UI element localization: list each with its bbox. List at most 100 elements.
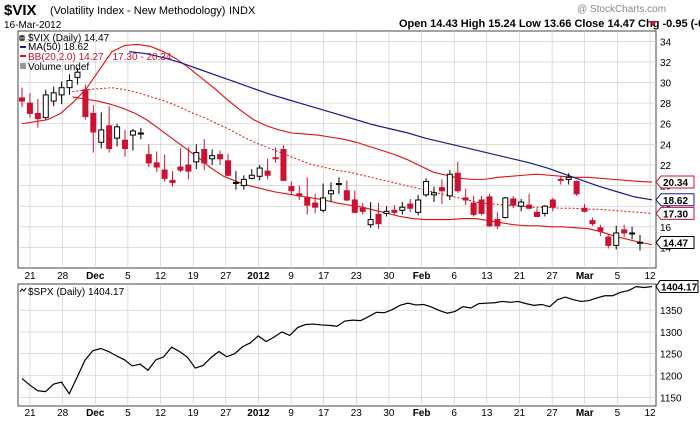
candle-body [534,211,540,217]
price-gridlines [18,31,656,268]
spx-panel [17,283,657,407]
value-tag: 17.30 [655,206,695,220]
candle-body [177,166,184,171]
candle [470,195,477,217]
value-tag-box [655,280,699,294]
date-tick-label: Dec [86,408,105,419]
candle [122,129,128,157]
value-tag: 1404.17 [655,280,699,294]
candle-body [272,157,279,160]
date-tick-label: 28 [57,271,69,282]
candle-body [50,92,57,102]
spx-line [21,285,653,396]
candle [351,190,358,214]
candle [415,194,422,216]
date-tick-label: Feb [413,271,431,282]
candle [621,224,628,238]
candle-body [446,173,453,197]
date-tick-label: 12 [155,408,167,419]
candle [185,147,192,180]
candles [19,68,643,251]
candle-body [169,179,176,183]
candle [74,68,81,85]
candle [423,178,430,197]
candle [391,205,398,216]
candle-body [454,172,461,192]
volume-legend-swatch [20,63,26,69]
candle [209,149,216,165]
candle [19,87,25,108]
candle [137,127,144,140]
candle-body [106,125,113,149]
date-tick-label: 5 [125,408,131,419]
candle-body [114,126,121,139]
candle [232,171,239,190]
date-tick-label: 30 [383,271,395,282]
date-tick-label: 13 [481,271,493,282]
date-tick-label: 21 [24,408,36,419]
candle [153,151,160,173]
date-tick-label: 6 [451,271,457,282]
candle-body [549,199,556,208]
chart-date: 16-Mar-2012 [4,20,62,31]
candle-body [161,169,168,179]
candle [573,180,580,196]
candle [217,150,224,165]
candle-body [518,201,525,207]
candle-body [248,174,255,179]
date-tick-label: 19 [188,408,200,419]
candle-body [90,112,97,133]
date-tick-label: 21 [514,271,526,282]
date-tick-label: Feb [413,408,431,419]
candle [494,212,501,229]
price-legend: $VIX (Daily) 14.47 MA(50) 18.62 BB(20,2.… [19,33,172,73]
date-tick-label: 27 [547,271,559,282]
candle-body [264,170,271,176]
candle-body [137,132,144,135]
date-tick-label: 2012 [247,271,270,282]
candle-body [98,129,105,143]
candle [343,180,350,202]
candle-body [328,190,334,195]
date-tick-label: 21 [514,408,526,419]
candle [541,205,548,217]
value-tag: 14.47 [655,236,695,250]
candle [58,81,65,105]
candle-body [26,102,33,114]
legend-bb: BB(20,2.0) 14.27 - 17.30 - 20.34 [28,52,172,63]
date-tick-label: 13 [481,408,493,419]
date-tick-label: 5 [125,271,131,282]
spx-polyline [21,285,653,396]
legend-volume: Volume undef [28,62,89,73]
price-tick-label: 32 [660,58,672,69]
candle-body [240,178,247,187]
candle-body [605,236,612,246]
candle-body [375,213,382,225]
date-tick-label: 2012 [247,408,270,419]
value-tag-label: 18.62 [663,196,688,207]
date-tick-label: 19 [188,271,200,282]
candle-body [415,199,422,213]
candle [82,84,89,120]
candle-body [565,176,572,180]
candle [613,225,620,250]
candle [605,233,612,249]
candle [50,86,57,107]
candle [629,226,636,240]
candle-body [145,154,152,164]
date-tick-label: 27 [547,408,559,419]
candle-body [407,203,414,209]
spx-tick-label: 1150 [660,393,682,404]
candle-body [129,130,136,136]
candle [169,171,176,187]
candle [106,106,113,153]
candle-body [557,178,564,181]
candle-body [637,241,643,244]
value-tag-box [655,206,695,220]
candle-body [478,199,485,214]
value-tag-label: 1404.17 [661,283,698,294]
spx-tick-label: 1250 [660,350,683,361]
legend-spx: $SPX (Daily) 1404.17 [28,287,125,298]
candle [367,202,374,228]
candle-body [494,219,501,227]
